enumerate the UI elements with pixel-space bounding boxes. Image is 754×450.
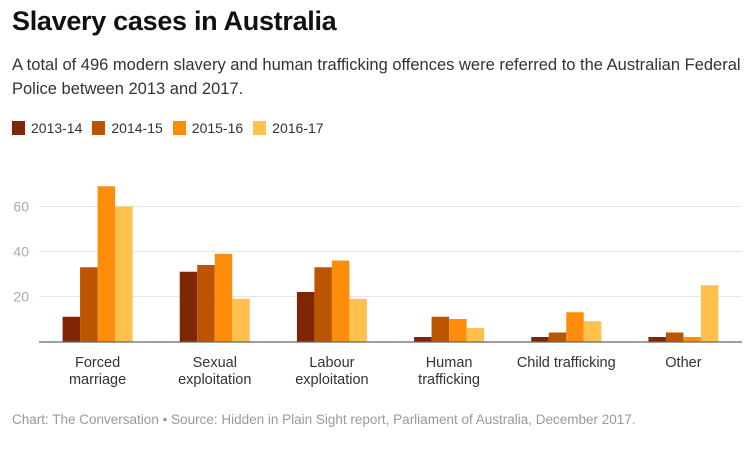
x-tick-label: Other	[665, 355, 701, 371]
x-tick-label: Human trafficking	[418, 355, 480, 388]
legend-item-2013-14: 2013-14	[12, 120, 82, 136]
legend-label: 2013-14	[31, 120, 83, 136]
legend-swatch	[92, 121, 106, 135]
bar	[665, 332, 684, 342]
bar	[700, 285, 719, 342]
bar	[296, 292, 315, 342]
x-axis-labels: Forced marriage Sexual exploitation Labour ex…	[69, 355, 702, 388]
bar	[548, 332, 567, 342]
bar	[349, 298, 367, 342]
bar	[414, 337, 432, 342]
bar	[197, 265, 215, 342]
bar	[648, 337, 666, 342]
x-tick-label: Labour exploitation	[295, 355, 368, 388]
bar	[179, 271, 198, 342]
legend-item-2016-17: 2016-17	[253, 120, 324, 136]
bar	[97, 186, 116, 342]
bar	[115, 206, 133, 342]
bar	[583, 321, 602, 342]
bar	[331, 260, 350, 342]
bar	[80, 267, 98, 342]
bar	[314, 267, 332, 342]
legend-swatch	[253, 121, 267, 135]
chart-footer: Chart: The Conversation • Source: Hidden…	[12, 412, 636, 427]
y-axis-ticks: 20 40 60	[13, 199, 29, 305]
x-tick-label: Forced marriage	[69, 355, 126, 388]
bar	[531, 337, 549, 342]
bar	[431, 316, 450, 342]
legend-swatch	[172, 121, 186, 135]
x-tick-label: Sexual exploitation	[178, 355, 251, 388]
bar	[232, 298, 250, 342]
legend-item-2015-16: 2015-16	[172, 120, 244, 136]
bar	[683, 337, 701, 342]
legend-label: 2015-16	[191, 120, 244, 136]
legend-swatch	[12, 121, 25, 135]
bar	[566, 312, 584, 342]
legend-item-2014-15: 2014-15	[92, 120, 163, 136]
y-tick-label: 60	[13, 199, 29, 215]
bar	[449, 319, 467, 342]
y-tick-label: 20	[13, 289, 29, 305]
legend-label: 2016-17	[272, 120, 324, 136]
gridlines	[39, 206, 742, 297]
y-tick-label: 40	[13, 244, 29, 260]
bar	[62, 316, 81, 342]
legend: 2013-14 2014-15 2015-16 2016-17	[12, 120, 334, 136]
bar	[214, 253, 233, 342]
bars	[62, 186, 719, 342]
bar	[466, 328, 485, 342]
x-tick-label: Child trafficking	[517, 355, 616, 371]
chart-subtitle: A total of 496 modern slavery and human …	[12, 56, 741, 98]
chart-title: Slavery cases in Australia	[12, 6, 337, 36]
legend-label: 2014-15	[111, 120, 163, 136]
